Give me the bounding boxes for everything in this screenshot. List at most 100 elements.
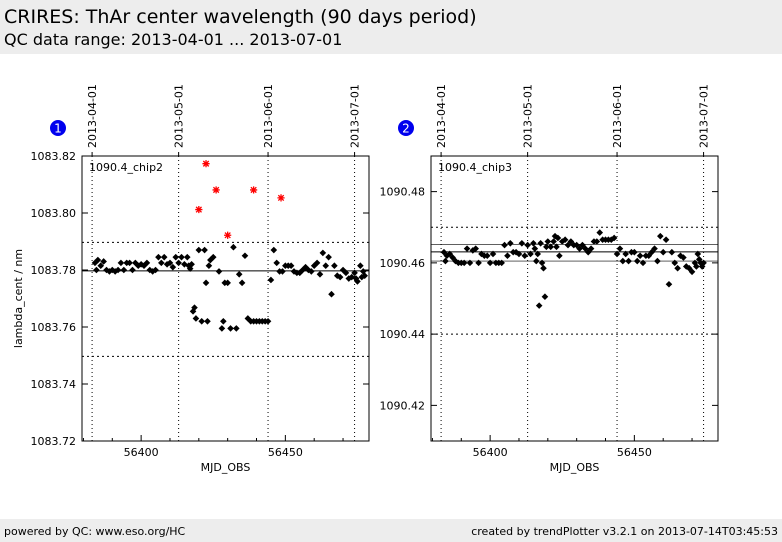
data-point [354, 278, 361, 285]
data-point [93, 266, 100, 274]
data-point [693, 263, 700, 270]
x-tick-label: 56450 [268, 446, 303, 459]
panel-badge-label: 2 [402, 122, 410, 136]
data-point [302, 263, 309, 271]
data-point [674, 264, 681, 272]
data-point [636, 252, 644, 260]
data-point [120, 266, 128, 274]
page-title: CRIRES: ThAr center wavelength (90 days … [4, 6, 477, 28]
page-footer: powered by QC: www.eso.org/HC created by… [0, 519, 782, 542]
data-point [558, 238, 566, 245]
data-point [561, 236, 569, 244]
y-tick-label: 1090.42 [380, 399, 426, 412]
data-point [498, 259, 505, 267]
data-point [345, 275, 353, 282]
data-point [593, 238, 601, 245]
data-point [149, 268, 156, 275]
data-point [97, 262, 105, 270]
y-tick-label: 1083.80 [31, 207, 77, 220]
data-point [475, 259, 482, 267]
data-point [443, 252, 451, 260]
data-point [267, 276, 275, 284]
data-point [209, 253, 217, 261]
plot-frame [430, 155, 719, 442]
data-point [117, 259, 125, 267]
data-point [527, 250, 534, 258]
data-point [633, 257, 641, 265]
data-point [550, 238, 557, 245]
data-point [359, 268, 367, 275]
data-point [287, 262, 295, 270]
data-point [610, 234, 618, 242]
data-point [452, 257, 459, 265]
y-tick-label: 1083.72 [31, 435, 77, 448]
data-point [460, 259, 468, 267]
data-point [204, 318, 211, 325]
data-point [625, 257, 632, 265]
data-point [140, 262, 148, 270]
data-point [129, 266, 136, 274]
data-point [651, 245, 658, 252]
data-point [662, 236, 670, 244]
data-point [111, 268, 119, 275]
y-tick-label: 1083.82 [31, 150, 77, 163]
data-point [218, 325, 226, 332]
outlier-point [277, 194, 285, 202]
data-point [238, 279, 246, 287]
data-point [308, 268, 315, 275]
data-point [183, 253, 191, 261]
date-tick-label: 2013-04-01 [86, 84, 99, 148]
data-point [351, 269, 358, 277]
x-tick-label: 56400 [124, 446, 159, 459]
data-point [352, 275, 360, 282]
chart-area: 1 2013-04-01 2013-05-01 2013-06-01 2013-07-0… [12, 84, 719, 474]
x-axis-label: MJD_OBS [550, 461, 600, 474]
data-point [535, 302, 543, 309]
data-point [224, 279, 231, 287]
data-point [175, 259, 182, 267]
data-point [472, 245, 480, 252]
data-point [538, 259, 546, 267]
data-point [166, 259, 174, 267]
data-point [310, 262, 318, 270]
data-point [114, 266, 122, 274]
data-point [466, 259, 474, 267]
data-point [682, 263, 690, 270]
outlier-point [195, 205, 203, 214]
data-point [178, 253, 185, 261]
data-point [657, 232, 664, 240]
data-point [507, 239, 514, 247]
outlier-point [202, 160, 210, 168]
data-point [530, 239, 537, 247]
data-point [671, 259, 679, 267]
data-point [512, 248, 520, 256]
data-point [333, 272, 341, 279]
data-point [554, 234, 562, 242]
date-tick-label: 2013-05-01 [522, 84, 535, 148]
data-point [342, 269, 350, 277]
x-tick-label: 56400 [473, 446, 508, 459]
data-point [235, 270, 243, 278]
data-point [694, 250, 702, 258]
footer-powered-by: powered by QC: www.eso.org/HC [4, 525, 186, 538]
y-tick-label: 1083.78 [31, 264, 77, 277]
data-point [192, 315, 200, 322]
y-tick-label: 1083.74 [31, 378, 77, 391]
data-point [205, 262, 213, 270]
data-point [100, 258, 107, 265]
data-point [680, 254, 687, 261]
data-point [169, 263, 177, 271]
data-point [198, 318, 206, 325]
data-point [230, 243, 237, 251]
data-point [619, 257, 627, 265]
data-point [544, 238, 552, 245]
data-point [305, 266, 312, 274]
outlier-point [250, 186, 258, 194]
data-point [202, 279, 210, 287]
data-point [358, 273, 366, 281]
data-point [501, 241, 508, 249]
data-point [126, 259, 133, 267]
data-point [654, 257, 661, 265]
data-point [685, 264, 693, 272]
data-point [273, 259, 280, 267]
